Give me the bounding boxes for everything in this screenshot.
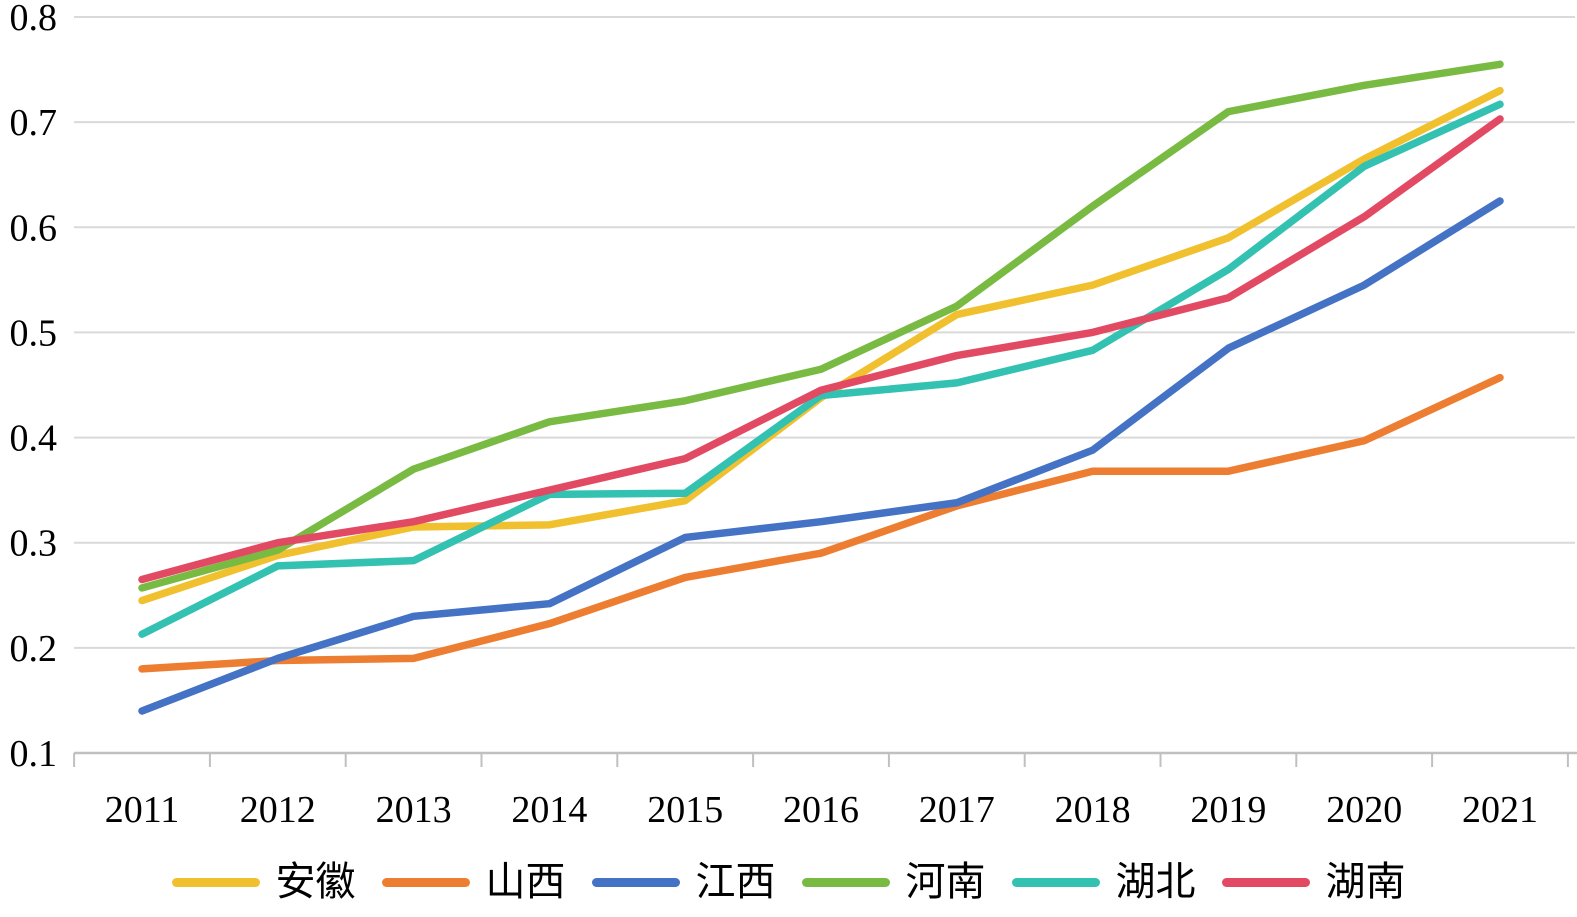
legend-item-hubei: 湖北 (1011, 859, 1196, 904)
x-tick-label: 2013 (376, 789, 452, 831)
x-tick-label: 2014 (511, 789, 587, 831)
y-tick-label: 0.5 (10, 312, 58, 354)
y-tick-label: 0.4 (10, 418, 58, 460)
series-line-henan (138, 60, 1504, 592)
legend-label-hubei: 湖北 (1115, 859, 1196, 904)
legend-swatch-hubei (1011, 877, 1100, 887)
y-tick-label: 0.1 (10, 733, 58, 775)
legend-item-jiangxi: 江西 (591, 859, 776, 904)
legend-label-jiangxi: 江西 (695, 859, 776, 904)
y-tick-label: 0.7 (10, 102, 58, 144)
legend-swatch-hunan (1221, 877, 1310, 887)
x-tick-label: 2020 (1326, 789, 1402, 831)
series-line-hubei (138, 100, 1504, 638)
x-tick-label: 2019 (1190, 789, 1266, 831)
legend-swatch-jiangxi (591, 877, 680, 887)
series-line-shanxi (138, 373, 1504, 673)
legend-item-henan: 河南 (801, 859, 986, 904)
legend-item-shanxi: 山西 (381, 859, 566, 904)
legend-item-anhui: 安徽 (171, 859, 356, 904)
x-tick-label: 2017 (919, 789, 995, 831)
x-tick-label: 2021 (1462, 789, 1538, 831)
chart-legend: 安徽 山西 江西 河南 湖北 湖南 (0, 862, 1577, 902)
x-tick-label: 2018 (1055, 789, 1131, 831)
legend-label-anhui: 安徽 (275, 859, 356, 904)
y-tick-label: 0.8 (10, 0, 58, 39)
x-tick-label: 2016 (783, 789, 859, 831)
series-line-jiangxi (138, 197, 1504, 715)
legend-swatch-henan (801, 877, 890, 887)
legend-label-henan: 河南 (905, 859, 986, 904)
series-line-hunan (138, 115, 1504, 584)
legend-label-shanxi: 山西 (485, 859, 566, 904)
legend-swatch-shanxi (381, 877, 470, 887)
y-tick-label: 0.3 (10, 523, 58, 565)
y-tick-label: 0.6 (10, 207, 58, 249)
legend-swatch-anhui (171, 877, 260, 887)
legend-item-hunan: 湖南 (1221, 859, 1406, 904)
y-tick-label: 0.2 (10, 628, 58, 670)
x-tick-label: 2012 (240, 789, 316, 831)
x-tick-label: 2015 (647, 789, 723, 831)
x-tick-label: 2011 (105, 789, 180, 831)
legend-label-hunan: 湖南 (1325, 859, 1406, 904)
